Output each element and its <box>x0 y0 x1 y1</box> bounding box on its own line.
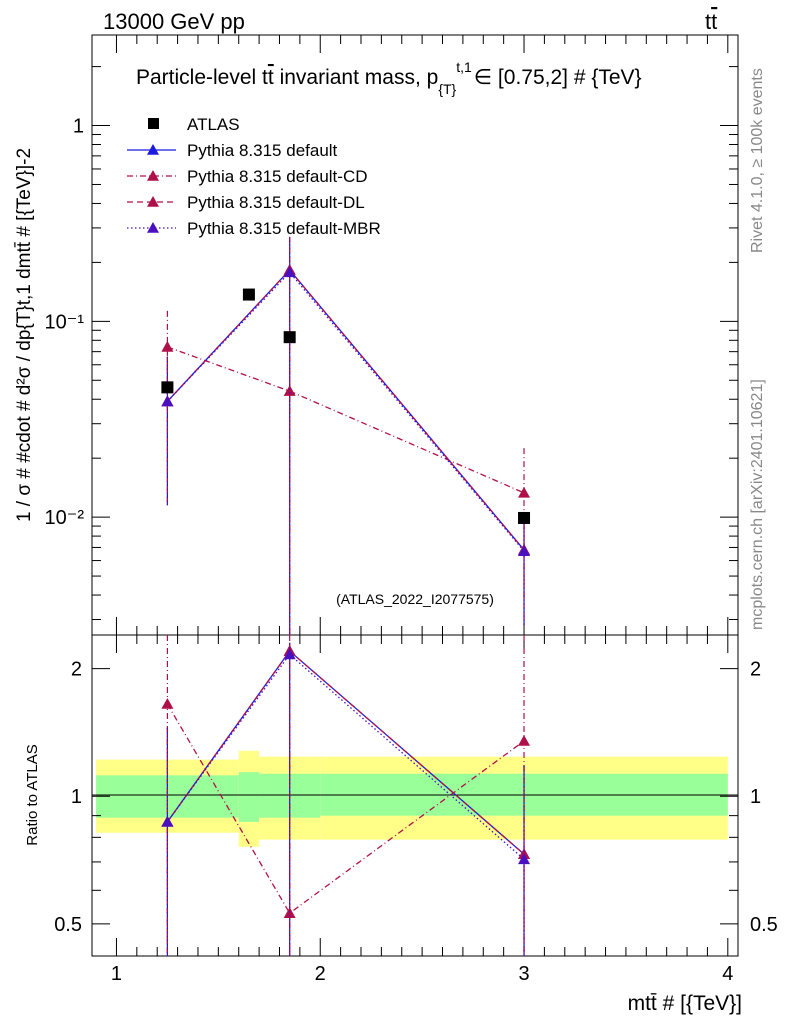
main-series-layer <box>161 236 531 635</box>
title-suffix: ∈ [0.75,2] # {TeV} <box>474 66 642 89</box>
title-tbar: t <box>268 66 274 89</box>
ratio-y-tick-label-left: 0.5 <box>54 914 82 936</box>
main-y-axis-label: 1 / σ # #cdot # d²σ / dp{T}t,1 dmtt̄ # [… <box>14 148 35 522</box>
ratio-y-tick-label-right: 1 <box>750 786 761 808</box>
ratio-bands <box>96 750 728 847</box>
ratio-band-inner <box>238 772 260 822</box>
ratio-y-tick-label-right: 0.5 <box>750 914 778 936</box>
main-ticks: 1 10⁻¹ 10⁻² <box>45 35 738 635</box>
series-pythia-8-315-default <box>161 236 531 635</box>
ratio-y-tick-label-right: 2 <box>750 659 761 681</box>
atlas-data-point <box>518 511 531 524</box>
legend-label: Pythia 8.315 default <box>187 141 338 160</box>
series-line <box>167 346 525 494</box>
header-right-t2: t <box>711 9 717 34</box>
ratio-series-layer <box>161 635 531 956</box>
x-tick-label: 3 <box>518 963 529 985</box>
series-marker <box>518 734 531 746</box>
series-line <box>166 268 525 551</box>
header-right-label: tt <box>705 9 717 34</box>
series-line <box>166 703 525 915</box>
ratio-y-tick-label-left: 2 <box>71 659 82 681</box>
legend-label: Pythia 8.315 default-CD <box>187 167 368 186</box>
series-pythia-8-315-default-mbr <box>161 642 531 956</box>
legend-label: Pythia 8.315 default-DL <box>187 193 365 212</box>
title-prefix: Particle-level t <box>136 66 268 89</box>
series-pythia-8-315-default-cd <box>161 310 531 635</box>
series-marker <box>161 698 174 709</box>
series-line <box>166 271 525 552</box>
header-left-label: 13000 GeV pp <box>103 9 245 34</box>
title-sup: t,1 <box>456 59 472 75</box>
series-line <box>166 653 525 860</box>
atlas-data-point <box>161 381 174 394</box>
series-marker <box>283 907 296 918</box>
series-marker <box>283 266 296 278</box>
legend-marker <box>147 170 159 181</box>
series-marker <box>283 648 296 660</box>
series-marker <box>161 395 174 407</box>
title-mid: invariant mass, p <box>274 66 439 89</box>
atlas-data-point <box>242 288 255 301</box>
legend-marker <box>147 196 159 207</box>
ratio-y-axis-label: Ratio to ATLAS <box>24 744 41 845</box>
legend-marker <box>147 144 159 155</box>
mcplots-side-label: mcplots.cern.ch [arXiv:2401.10621] <box>749 379 766 630</box>
series-marker <box>161 815 174 827</box>
x-axis-label: mtt̄ # [{TeV}] <box>628 992 742 1015</box>
title-sub: {T} <box>438 81 456 97</box>
atlas-data-point <box>283 331 296 344</box>
series-marker <box>518 486 531 498</box>
series-pythia-8-315-default-mbr <box>161 240 531 635</box>
legend-atlas-label: ATLAS <box>187 115 240 134</box>
header-right-t1: t <box>705 9 711 34</box>
legend-atlas-marker <box>148 118 159 129</box>
main-y-tick-label: 1 <box>73 116 84 138</box>
series-pythia-8-315-default-dl <box>161 236 531 635</box>
main-y-tick-label: 10⁻¹ <box>45 311 85 333</box>
chart-title: Particle-level tt invariant mass, p{T}t,… <box>136 59 642 97</box>
x-tick-label: 4 <box>722 963 733 985</box>
ratio-y-tick-label-left: 1 <box>71 786 82 808</box>
series-marker <box>518 853 531 865</box>
analysis-watermark: (ATLAS_2022_I2077575) <box>336 591 494 607</box>
legend-marker <box>147 222 159 233</box>
legend: ATLAS Pythia 8.315 default Pythia 8.315 de… <box>127 115 381 238</box>
series-marker <box>518 545 531 556</box>
series-line <box>166 268 525 551</box>
series-marker <box>161 340 174 352</box>
x-tick-label: 2 <box>315 963 326 985</box>
rivet-side-label: Rivet 4.1.0, ≥ 100k events <box>749 68 766 253</box>
x-tick-label: 1 <box>111 963 122 985</box>
ratio-ticks: 1 2 3 4 0.5 0.5 1 1 2 2 <box>54 635 778 985</box>
legend-label: Pythia 8.315 default-MBR <box>187 219 381 238</box>
main-y-tick-label: 10⁻² <box>45 507 85 529</box>
